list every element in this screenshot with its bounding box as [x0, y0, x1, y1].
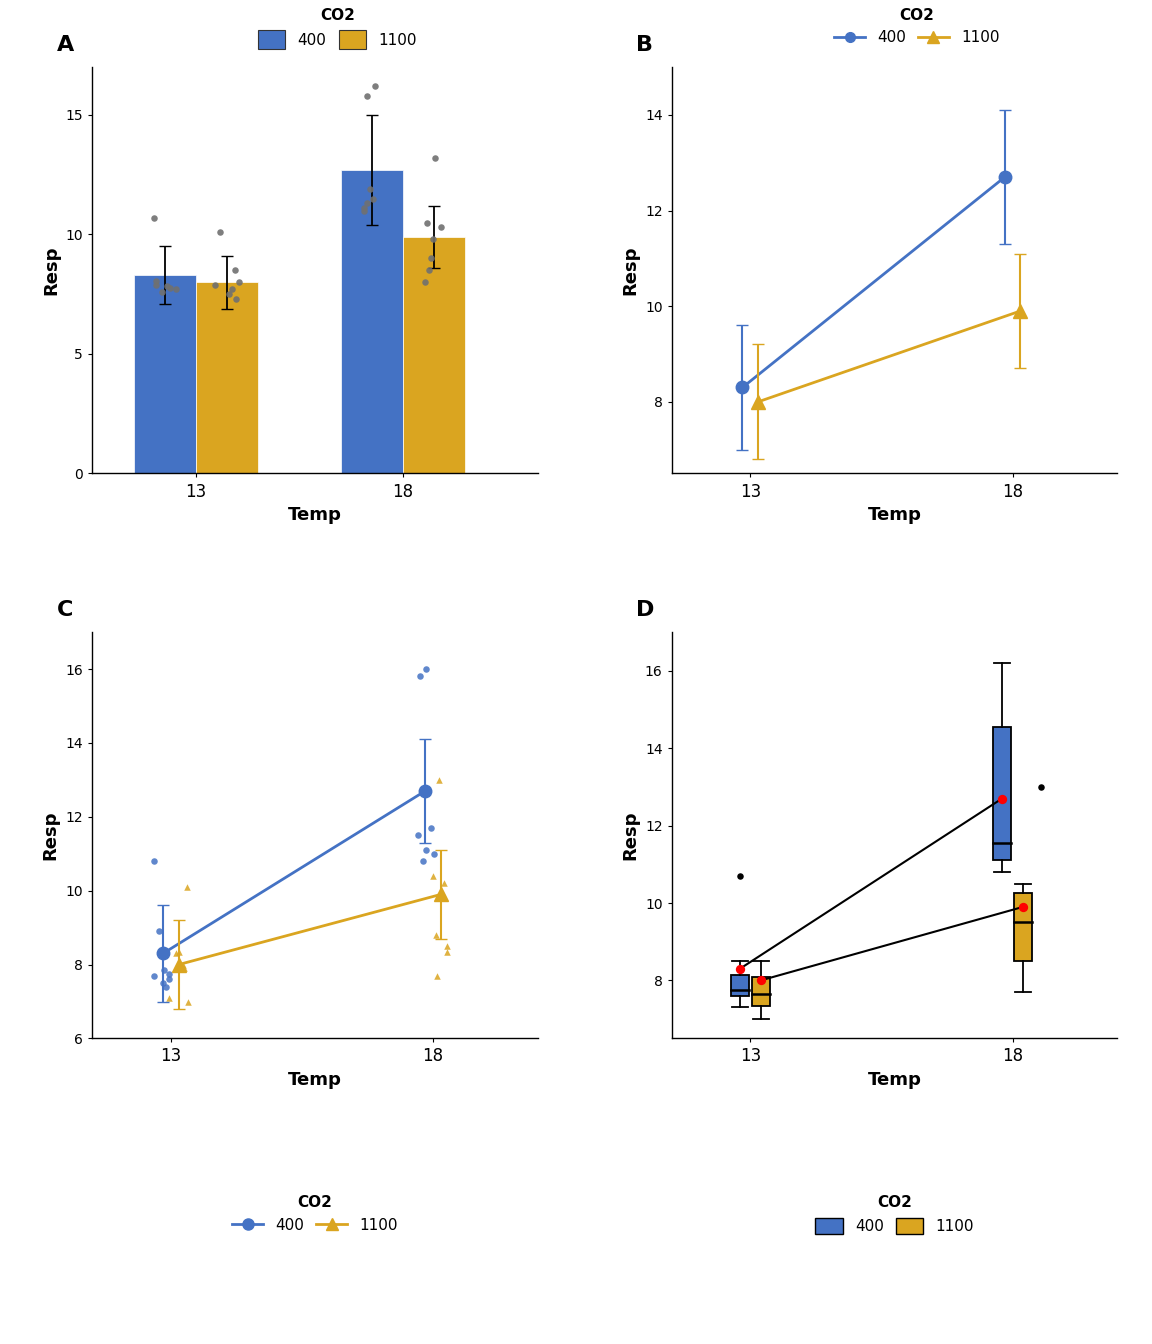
Point [160, 986, 179, 1008]
Bar [993, 727, 1011, 860]
Point [1014, 896, 1032, 918]
Bar [403, 237, 465, 473]
Point [222, 278, 241, 300]
Point [730, 866, 749, 887]
Point [355, 198, 373, 219]
Legend: 400, 1100: 400, 1100 [251, 1, 423, 55]
Bar [341, 169, 403, 473]
Point [422, 817, 440, 839]
Point [438, 935, 456, 957]
Point [161, 277, 180, 298]
Point [158, 276, 176, 297]
Legend: 400, 1100: 400, 1100 [809, 1189, 980, 1241]
Point [167, 942, 185, 964]
Legend: 400, 1100: 400, 1100 [226, 1189, 403, 1239]
X-axis label: Temp: Temp [288, 1071, 342, 1089]
Point [147, 270, 166, 292]
Point [434, 872, 453, 894]
Bar [1014, 894, 1032, 961]
Point [362, 179, 380, 200]
X-axis label: Temp: Temp [288, 507, 342, 524]
Bar [196, 282, 258, 473]
Point [174, 954, 192, 976]
Point [160, 969, 179, 991]
Point [206, 274, 225, 296]
Point [220, 284, 238, 305]
Point [145, 851, 164, 872]
Point [426, 925, 445, 946]
Point [160, 964, 179, 985]
Point [419, 259, 438, 281]
Point [226, 259, 244, 281]
Point [156, 960, 174, 981]
Point [422, 247, 440, 269]
Point [408, 825, 426, 847]
Point [432, 216, 450, 238]
Point [229, 271, 248, 293]
Y-axis label: Resp: Resp [41, 810, 60, 860]
Point [150, 921, 168, 942]
Y-axis label: Resp: Resp [621, 810, 639, 860]
Point [417, 659, 435, 680]
Point [153, 972, 172, 993]
Point [169, 941, 188, 962]
Point [147, 274, 166, 296]
Point [410, 665, 429, 687]
Point [416, 271, 434, 293]
Point [365, 75, 384, 97]
Point [430, 769, 448, 790]
Point [227, 288, 245, 309]
Point [144, 207, 162, 228]
X-axis label: Temp: Temp [867, 507, 922, 524]
Text: B: B [636, 35, 653, 55]
Bar [730, 974, 749, 996]
Point [211, 222, 229, 243]
Bar [751, 977, 770, 1005]
Point [175, 957, 194, 978]
X-axis label: Temp: Temp [867, 1071, 922, 1089]
Point [355, 200, 373, 222]
Point [424, 228, 442, 250]
Point [179, 991, 197, 1012]
Point [167, 278, 185, 300]
Y-axis label: Resp: Resp [41, 246, 60, 296]
Legend: 400, 1100: 400, 1100 [828, 1, 1006, 51]
Point [364, 188, 382, 210]
Point [730, 958, 749, 980]
Bar [134, 276, 196, 473]
Text: D: D [636, 599, 654, 620]
Point [438, 941, 456, 962]
Point [425, 148, 444, 169]
Point [1032, 777, 1051, 798]
Point [358, 192, 377, 214]
Point [145, 965, 164, 986]
Text: A: A [56, 35, 74, 55]
Point [152, 281, 170, 302]
Y-axis label: Resp: Resp [621, 246, 639, 296]
Point [416, 839, 434, 860]
Point [993, 788, 1011, 809]
Point [417, 212, 435, 234]
Point [414, 851, 432, 872]
Point [177, 876, 196, 898]
Text: C: C [56, 599, 73, 620]
Point [751, 969, 770, 991]
Point [424, 866, 442, 887]
Point [425, 843, 444, 864]
Point [357, 85, 376, 106]
Point [157, 976, 175, 997]
Point [427, 965, 446, 986]
